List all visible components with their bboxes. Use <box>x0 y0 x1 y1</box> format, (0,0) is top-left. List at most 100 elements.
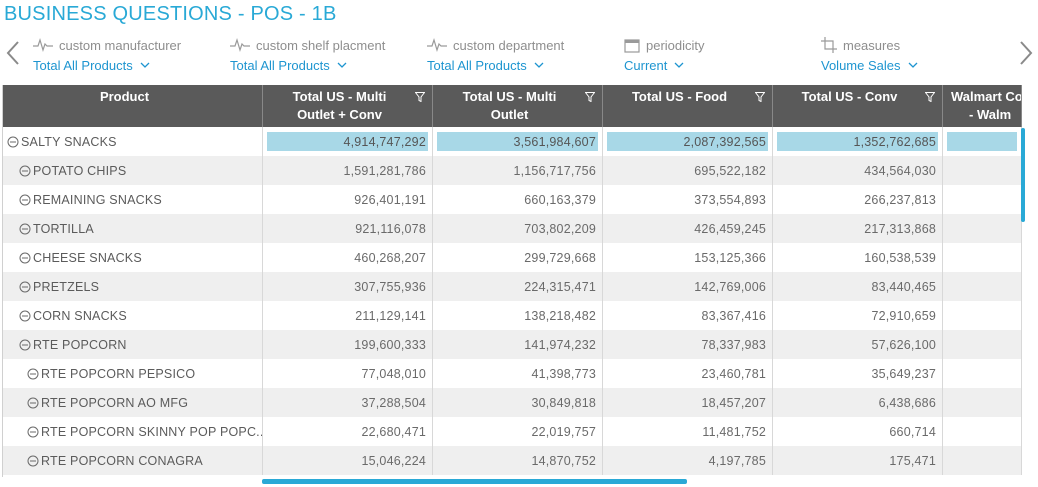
scroll-left-button[interactable] <box>4 38 22 68</box>
value-cell: 2,087,392,565 <box>603 127 773 156</box>
collapse-icon[interactable] <box>19 252 31 264</box>
collapse-icon[interactable] <box>19 281 31 293</box>
chevron-down-icon[interactable] <box>140 62 150 68</box>
chevron-down-icon[interactable] <box>337 62 347 68</box>
value-cell: 6,438,686 <box>773 388 943 417</box>
value-cell: 921,116,078 <box>263 214 433 243</box>
value-cell: 22,019,757 <box>433 417 603 446</box>
filter-value[interactable]: Total All Products <box>230 57 330 73</box>
product-cell[interactable]: TORTILLA <box>3 214 263 243</box>
table-row[interactable]: RTE POPCORN 199,600,333 141,974,232 78,337,… <box>3 330 1022 359</box>
collapse-icon[interactable] <box>27 455 39 467</box>
column-header-label-line2: - Walm <box>969 107 1012 122</box>
table-row[interactable]: RTE POPCORN CONAGRA 15,046,224 14,870,752 4… <box>3 446 1022 475</box>
value-cell: 660,163,379 <box>433 185 603 214</box>
value-cell <box>943 446 1022 475</box>
product-cell[interactable]: PRETZELS <box>3 272 263 301</box>
filter-icon[interactable] <box>925 92 935 102</box>
value-cell: 142,769,006 <box>603 272 773 301</box>
table-row[interactable]: RTE POPCORN PEPSICO 77,048,010 41,398,773 2… <box>3 359 1022 388</box>
value-cell <box>943 156 1022 185</box>
product-cell[interactable]: CHEESE SNACKS <box>3 243 263 272</box>
product-cell[interactable]: REMAINING SNACKS <box>3 185 263 214</box>
product-cell[interactable]: SALTY SNACKS <box>3 127 263 156</box>
value-cell: 266,237,813 <box>773 185 943 214</box>
collapse-icon[interactable] <box>19 339 31 351</box>
product-cell[interactable]: RTE POPCORN AO MFG <box>3 388 263 417</box>
value-cell: 15,046,224 <box>263 446 433 475</box>
product-name: RTE POPCORN CONAGRA <box>41 453 203 468</box>
value-cell: 1,352,762,685 <box>773 127 943 156</box>
product-name: RTE POPCORN <box>33 337 127 352</box>
table-row[interactable]: RTE POPCORN AO MFG 37,288,504 30,849,818 18… <box>3 388 1022 417</box>
table-row[interactable]: POTATO CHIPS 1,591,281,786 1,156,717,756 69… <box>3 156 1022 185</box>
value-cell: 18,457,207 <box>603 388 773 417</box>
product-cell[interactable]: RTE POPCORN <box>3 330 263 359</box>
table-row[interactable]: REMAINING SNACKS 926,401,191 660,163,379 37… <box>3 185 1022 214</box>
value-cell: 434,564,030 <box>773 156 943 185</box>
collapse-icon[interactable] <box>19 194 31 206</box>
column-header-conv[interactable]: Total US - Conv <box>773 85 943 127</box>
filter-icon[interactable] <box>755 92 765 102</box>
filter-measures[interactable]: measures Volume Sales <box>821 34 918 76</box>
product-cell[interactable]: RTE POPCORN PEPSICO <box>3 359 263 388</box>
column-header-product[interactable]: Product <box>3 85 263 127</box>
horizontal-scrollbar[interactable] <box>262 479 687 484</box>
collapse-icon[interactable] <box>7 136 19 148</box>
value-cell: 83,367,416 <box>603 301 773 330</box>
table-row[interactable]: CORN SNACKS 211,129,141 138,218,482 83,367,… <box>3 301 1022 330</box>
filter-value[interactable]: Current <box>624 57 668 73</box>
filter-custom-department[interactable]: custom department Total All Products <box>427 34 564 76</box>
filter-custom-manufacturer[interactable]: custom manufacturer Total All Products <box>33 34 181 76</box>
product-name: POTATO CHIPS <box>33 163 127 178</box>
table-row[interactable]: RTE POPCORN SKINNY POP POPC... 22,680,471… <box>3 417 1022 446</box>
column-header-multi-outlet-conv[interactable]: Total US - Multi Outlet + Conv <box>263 85 433 127</box>
column-header-label: Walmart Cor <box>951 89 1022 104</box>
value-cell: 217,313,868 <box>773 214 943 243</box>
product-cell[interactable]: RTE POPCORN SKINNY POP POPC... <box>3 417 263 446</box>
value-cell: 11,481,752 <box>603 417 773 446</box>
value-cell: 41,398,773 <box>433 359 603 388</box>
table-row[interactable]: PRETZELS 307,755,936 224,315,471 142,769,00… <box>3 272 1022 301</box>
collapse-icon[interactable] <box>27 397 39 409</box>
product-name: CORN SNACKS <box>33 308 127 323</box>
page-title: BUSINESS QUESTIONS - POS - 1B <box>4 3 337 25</box>
column-header-food[interactable]: Total US - Food <box>603 85 773 127</box>
table-row[interactable]: TORTILLA 921,116,078 703,802,209 426,459,24… <box>3 214 1022 243</box>
filter-value[interactable]: Volume Sales <box>821 57 901 73</box>
collapse-icon[interactable] <box>19 165 31 177</box>
chevron-down-icon[interactable] <box>534 62 544 68</box>
collapse-icon[interactable] <box>19 223 31 235</box>
chevron-down-icon[interactable] <box>674 62 684 68</box>
scroll-right-button[interactable] <box>1017 38 1035 68</box>
crop-icon <box>821 37 837 53</box>
filter-value[interactable]: Total All Products <box>33 57 133 73</box>
table-row[interactable]: SALTY SNACKS 4,914,747,292 3,561,984,607 2,… <box>3 127 1022 156</box>
table-row[interactable]: CHEESE SNACKS 460,268,207 299,729,668 153,1… <box>3 243 1022 272</box>
filter-icon[interactable] <box>415 92 425 102</box>
value-cell: 703,802,209 <box>433 214 603 243</box>
collapse-icon[interactable] <box>27 368 39 380</box>
value-cell <box>943 359 1022 388</box>
product-name: SALTY SNACKS <box>21 134 117 149</box>
filter-custom-shelf-placment[interactable]: custom shelf placment Total All Products <box>230 34 385 76</box>
product-cell[interactable]: POTATO CHIPS <box>3 156 263 185</box>
pulse-icon <box>427 38 447 52</box>
filter-icon[interactable] <box>585 92 595 102</box>
value-cell <box>943 185 1022 214</box>
collapse-icon[interactable] <box>27 426 39 438</box>
value-cell <box>943 388 1022 417</box>
product-cell[interactable]: RTE POPCORN CONAGRA <box>3 446 263 475</box>
value-cell: 138,218,482 <box>433 301 603 330</box>
filter-value[interactable]: Total All Products <box>427 57 527 73</box>
chevron-down-icon[interactable] <box>908 62 918 68</box>
column-header-multi-outlet[interactable]: Total US - Multi Outlet <box>433 85 603 127</box>
value-cell: 199,600,333 <box>263 330 433 359</box>
product-cell[interactable]: CORN SNACKS <box>3 301 263 330</box>
product-name: TORTILLA <box>33 221 94 236</box>
value-cell: 4,914,747,292 <box>263 127 433 156</box>
collapse-icon[interactable] <box>19 310 31 322</box>
vertical-scrollbar[interactable] <box>1021 128 1025 222</box>
filter-periodicity[interactable]: periodicity Current <box>624 34 705 76</box>
column-header-walmart[interactable]: Walmart Cor - Walm <box>943 85 1022 127</box>
